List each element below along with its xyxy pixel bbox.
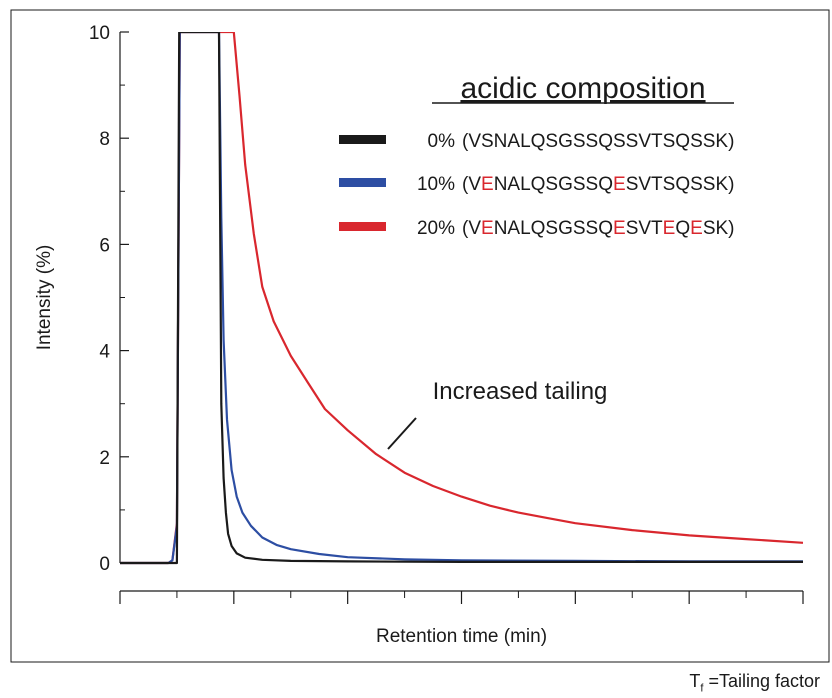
- legend-sequence-part: E: [663, 218, 676, 239]
- legend-sequence-part: SVT: [626, 218, 663, 239]
- series-line-2: [120, 32, 803, 565]
- legend-sequence-part: SK): [703, 218, 735, 239]
- legend-sequence-part: NALQSGSSQ: [494, 174, 613, 195]
- legend-sequence-2: (VENALQSGSSQESVTEQESK): [462, 218, 735, 239]
- legend-sequence-1: (VENALQSGSSQESVTSQSSK): [462, 174, 734, 195]
- y-tick-label: 2: [99, 448, 110, 469]
- legend-pct-0: 0%: [428, 131, 456, 152]
- legend-title: acidic composition: [460, 72, 705, 105]
- footnote-subscript: f: [700, 682, 704, 695]
- legend-swatch-0: [339, 135, 386, 144]
- y-tick-label: 0: [99, 554, 110, 575]
- y-axis-label: Intensity (%): [34, 245, 55, 351]
- legend-sequence-part: (V: [462, 174, 481, 195]
- y-tick-label: 8: [99, 129, 110, 150]
- legend-sequence-part: E: [690, 218, 703, 239]
- y-tick-label: 6: [99, 235, 110, 256]
- legend-sequence-part: E: [613, 218, 626, 239]
- y-tick-label: 4: [99, 342, 110, 363]
- x-axis-label: Retention time (min): [376, 626, 547, 647]
- legend-sequence-part: SVTSQSSK): [626, 174, 735, 195]
- series-layer: [120, 32, 803, 565]
- legend-sequence-part: NALQSGSSQ: [494, 218, 613, 239]
- legend-sequence-0: (VSNALQSGSSQSSVTSQSSK): [462, 131, 734, 152]
- legend-pct-1: 10%: [417, 174, 455, 195]
- footnote-symbol: T: [689, 671, 701, 691]
- figure-frame: [10, 9, 830, 663]
- legend-sequence-part: E: [613, 174, 626, 195]
- legend-sequence-part: E: [481, 174, 494, 195]
- legend-sequence-part: (V: [462, 218, 481, 239]
- chromatogram-chart: 0 2 4 6 8 10 Retention time (min) Intensity (%)…: [10, 9, 830, 663]
- legend-sequence-part: Q: [675, 218, 690, 239]
- tailing-factor-footnote: Tf =Tailing factor: [689, 671, 820, 695]
- series-line-0: [120, 32, 803, 565]
- annotations: Increased tailing: [387, 378, 608, 450]
- annotation-pointer: [387, 417, 417, 450]
- legend-swatch-2: [339, 222, 386, 231]
- legend-pct-2: 20%: [417, 218, 455, 239]
- legend: acidic composition 0% (VSNALQSGSSQSSVTSQSS…: [339, 72, 735, 239]
- series-line-1: [120, 32, 803, 565]
- legend-sequence-part: (VSNALQSGSSQSSVTSQSSK): [462, 131, 734, 152]
- axes: 0 2 4 6 8 10 Retention time (min) Intensity (%): [34, 23, 804, 647]
- annotation-text: Increased tailing: [433, 378, 608, 405]
- footnote-text: =Tailing factor: [703, 671, 820, 691]
- legend-swatch-1: [339, 178, 386, 187]
- y-tick-label: 10: [89, 23, 110, 44]
- legend-sequence-part: E: [481, 218, 494, 239]
